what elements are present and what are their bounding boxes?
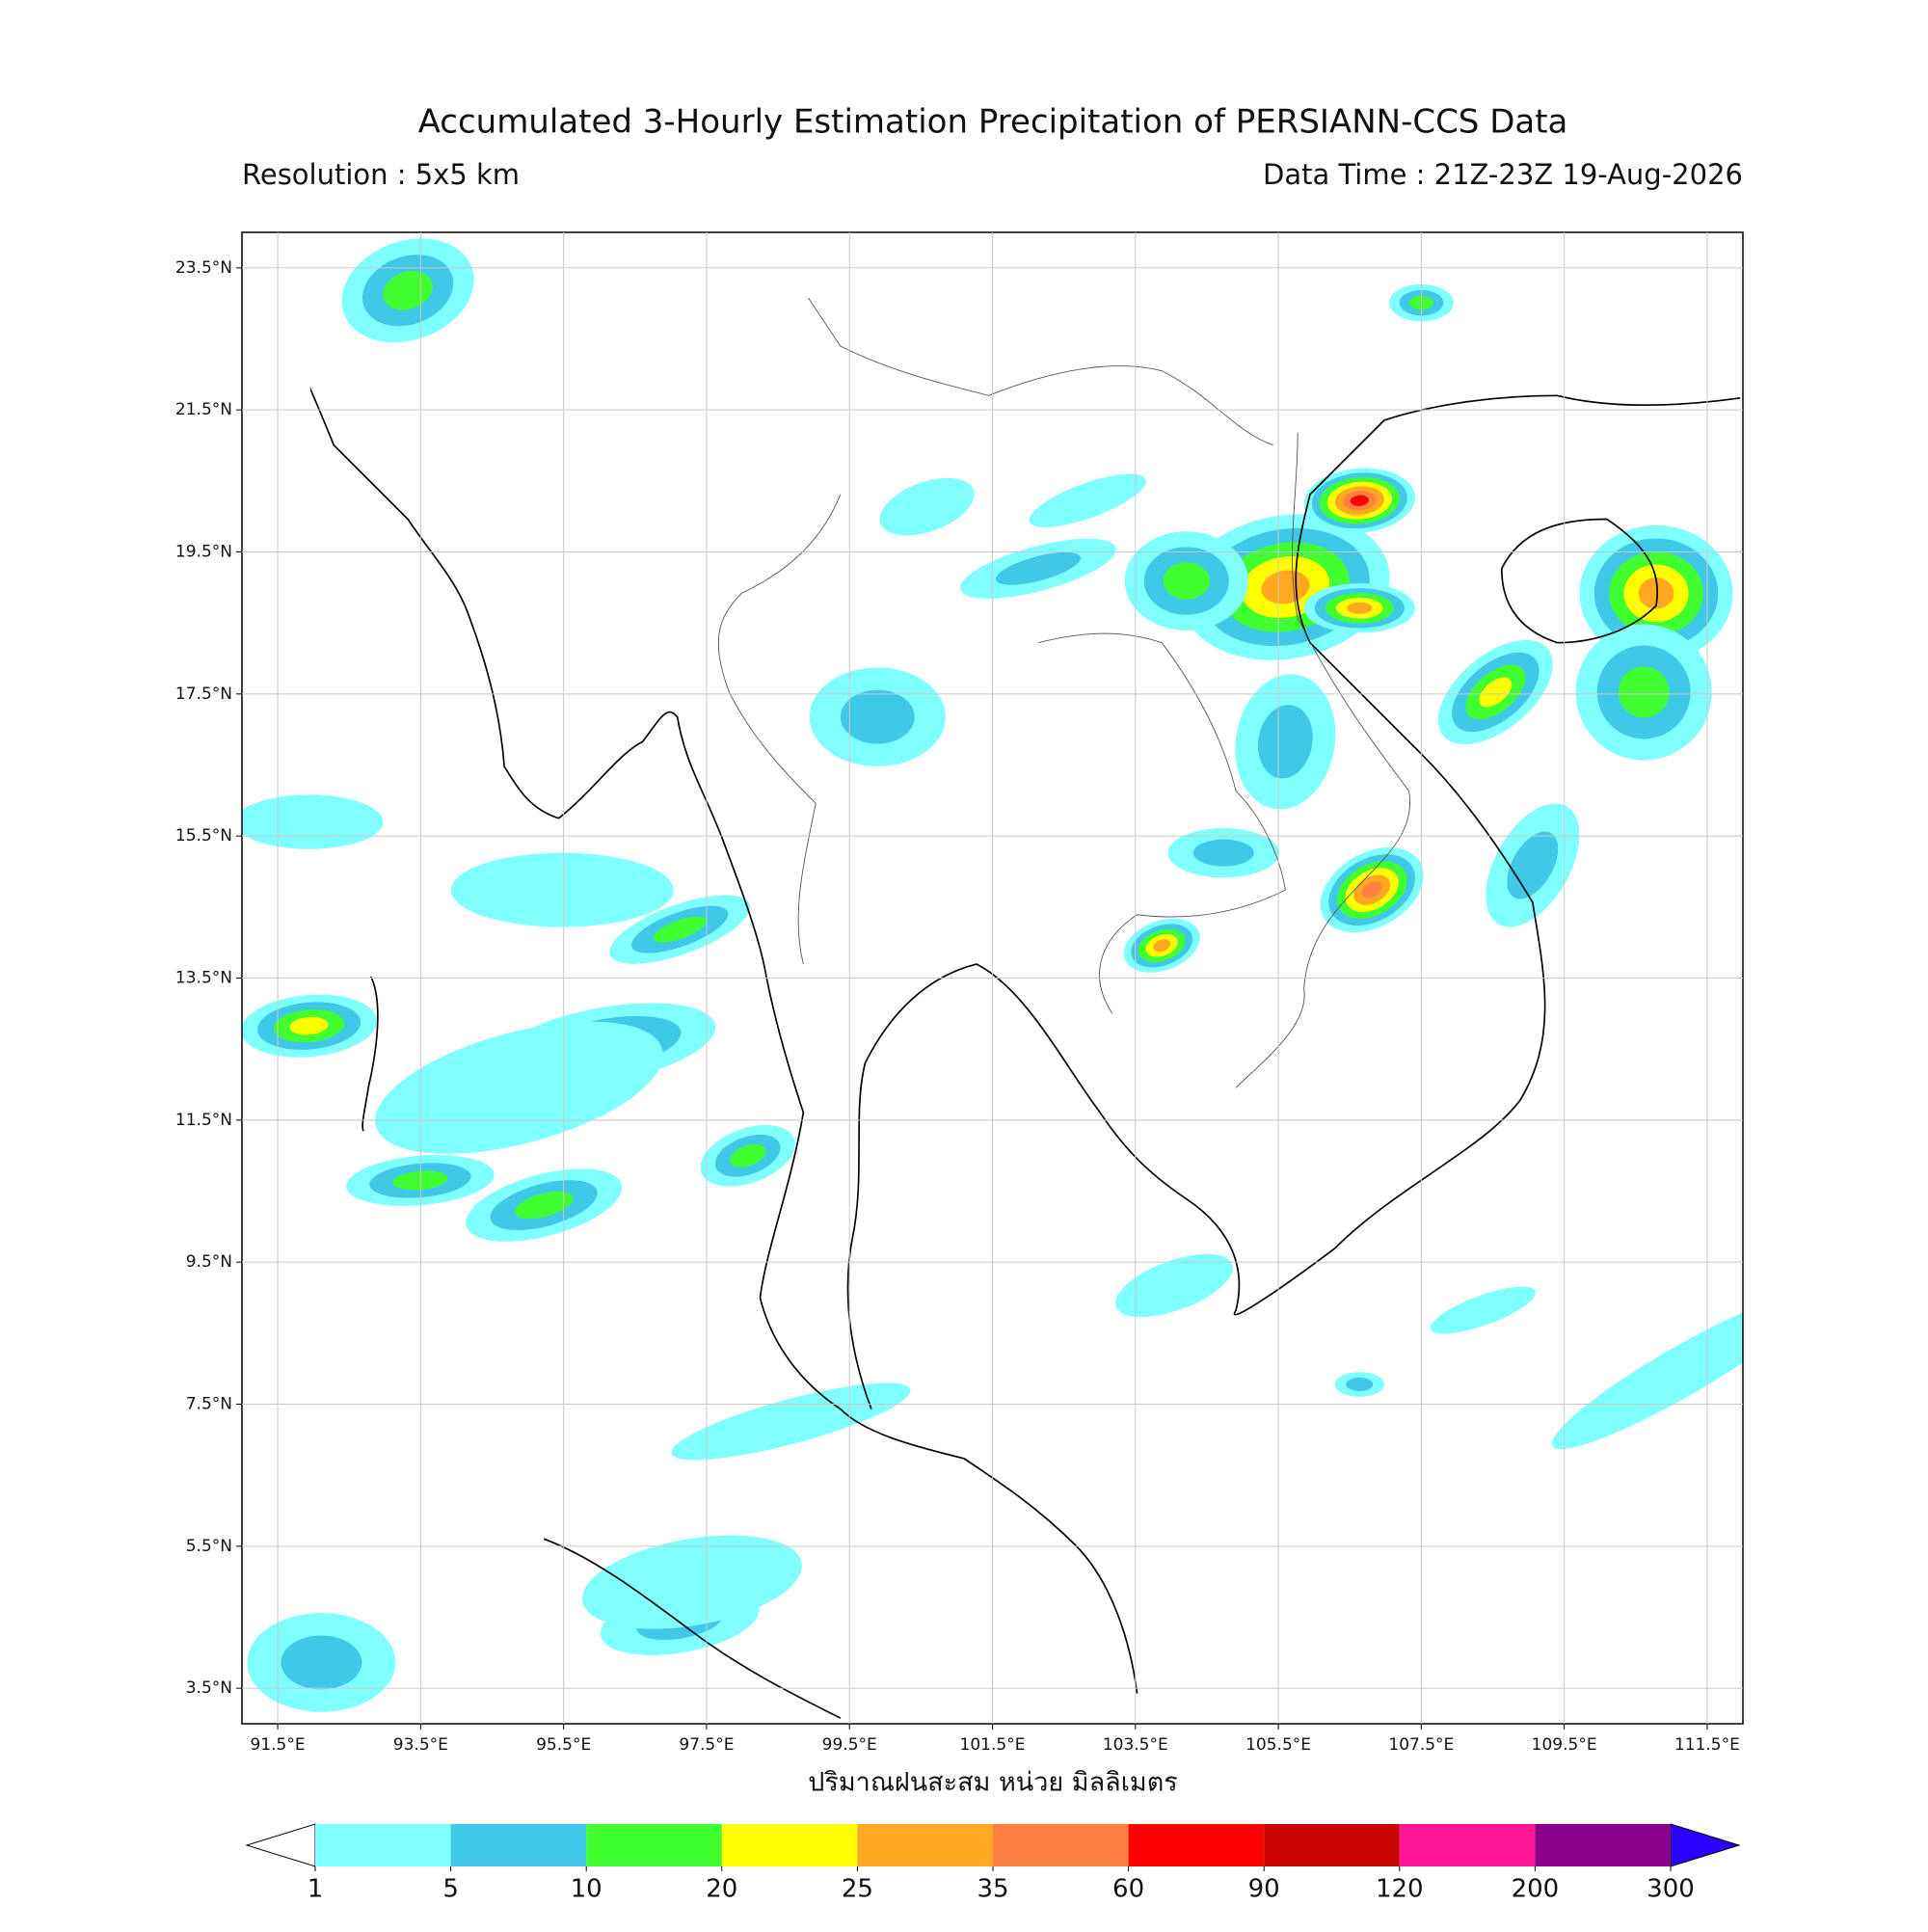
- colorbar-box: [1399, 1824, 1536, 1866]
- colorbar-box: [993, 1824, 1129, 1866]
- colorbar-label: 10: [571, 1875, 602, 1904]
- resolution: Resolution : 5x5 km: [242, 158, 520, 191]
- colorbar-over: [1670, 1823, 1741, 1867]
- y-tick-label: 21.5°N: [175, 400, 232, 419]
- title: Accumulated 3-Hourly Estimation Precipit…: [418, 103, 1568, 142]
- x-tick-label: 103.5°E: [1103, 1735, 1168, 1755]
- rain-area: [879, 477, 975, 536]
- colorbar-label: 20: [706, 1875, 737, 1904]
- x-tick-label: 105.5°E: [1245, 1735, 1311, 1755]
- colorbar-box: [1264, 1824, 1400, 1866]
- x-tick-label: 97.5°E: [679, 1735, 734, 1755]
- x-tick-label: 95.5°E: [536, 1735, 591, 1755]
- colorbar-under: [245, 1823, 316, 1867]
- rain-area: [1618, 666, 1670, 718]
- x-axis-label: ปริมาณฝนสะสม หน่วย มิลลิเมตร: [808, 1768, 1178, 1798]
- y-tick-label: 15.5°N: [175, 826, 232, 845]
- y-tick-label: 23.5°N: [175, 258, 232, 278]
- colorbar-label: 25: [842, 1875, 873, 1904]
- y-tick-label: 17.5°N: [175, 684, 232, 704]
- x-tick-label: 109.5°E: [1532, 1735, 1597, 1755]
- rain-area: [671, 1382, 911, 1461]
- precipitation-layer: [242, 238, 1743, 1712]
- y-tick-label: 19.5°N: [175, 543, 232, 562]
- rain-area: [375, 1021, 663, 1154]
- rain-area: [1346, 602, 1373, 614]
- rain-area: [281, 1635, 362, 1690]
- x-tick-label: 99.5°E: [822, 1735, 877, 1755]
- rain-area: [450, 852, 674, 927]
- y-tick-label: 13.5°N: [175, 969, 232, 988]
- colorbar-box: [450, 1824, 587, 1866]
- rain-area: [582, 1535, 802, 1629]
- rain-area: [1638, 577, 1674, 609]
- y-tick-label: 7.5°N: [186, 1395, 232, 1414]
- colorbar-box: [857, 1824, 993, 1866]
- y-tick-label: 11.5°N: [175, 1111, 232, 1130]
- rain-area: [1479, 677, 1513, 708]
- colorbar-box: [586, 1824, 722, 1866]
- colorbar-label: 120: [1376, 1875, 1424, 1904]
- rain-area: [1551, 1295, 1743, 1450]
- colorbar-label: 90: [1248, 1875, 1280, 1904]
- rain-area: [242, 794, 384, 849]
- rain-area: [1192, 839, 1254, 867]
- rain-area: [1346, 1377, 1374, 1391]
- data-time: Data Time : 21Z-23Z 19-Aug-2026: [1263, 158, 1743, 191]
- x-tick-label: 111.5°E: [1674, 1735, 1740, 1755]
- rain-area: [1163, 562, 1210, 600]
- rain-area: [514, 1191, 574, 1220]
- rain-area: [1029, 473, 1146, 527]
- y-tick-label: 9.5°N: [186, 1252, 232, 1272]
- colorbar-box: [721, 1824, 858, 1866]
- rain-area: [840, 689, 915, 744]
- rain-area: [1258, 705, 1313, 779]
- rain-area: [289, 1016, 329, 1035]
- coastlines: [309, 297, 1741, 1719]
- colorbar-label: 5: [442, 1875, 459, 1904]
- y-tick-label: 3.5°N: [186, 1678, 232, 1698]
- colorbar-label: 35: [977, 1875, 1008, 1904]
- rain-area: [730, 1143, 766, 1167]
- rain-area: [1431, 1286, 1536, 1334]
- rain-area: [995, 551, 1081, 585]
- colorbar-label: 200: [1512, 1875, 1560, 1904]
- rain-area: [1350, 495, 1369, 506]
- rain-area: [1153, 939, 1171, 953]
- x-tick-label: 91.5°E: [251, 1735, 306, 1755]
- x-tick-label: 107.5°E: [1388, 1735, 1454, 1755]
- rain-area: [653, 916, 707, 943]
- x-tick-label: 93.5°E: [393, 1735, 448, 1755]
- colorbar-label: 1: [308, 1875, 324, 1904]
- rain-area: [1115, 1253, 1233, 1317]
- colorbar-box: [1128, 1824, 1265, 1866]
- x-tick-label: 101.5°E: [960, 1735, 1026, 1755]
- y-tick-label: 5.5°N: [186, 1537, 232, 1556]
- colorbar-box: [315, 1824, 451, 1866]
- rain-area: [1361, 881, 1382, 899]
- colorbar-label: 300: [1647, 1875, 1695, 1904]
- colorbar-label: 60: [1112, 1875, 1144, 1904]
- colorbar-box: [1535, 1824, 1671, 1866]
